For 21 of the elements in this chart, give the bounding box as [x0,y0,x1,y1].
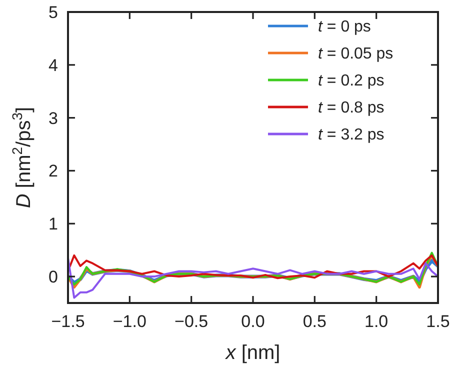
x-tick-label: −1.5 [51,312,85,331]
line-series [68,254,438,280]
y-tick-label: 5 [48,2,58,22]
legend-label: t = 0.2 ps [318,72,384,90]
y-tick-label: 4 [48,56,58,75]
x-tick-label: 0.5 [302,312,326,331]
legend-label: t = 3.2 ps [318,126,384,144]
x-tick-label: −0.5 [174,312,208,331]
y-tick-label: 1 [48,214,58,234]
x-tick-label: 0.0 [241,312,265,331]
x-tick-label: −1.0 [112,312,146,331]
x-tick-label: 1.5 [426,312,450,331]
x-axis-title: x [nm] [224,342,280,364]
legend-label: t = 0 ps [318,18,371,36]
legend-label: t = 0.8 ps [318,100,384,117]
y-tick-label: 3 [48,108,58,128]
x-tick-label: 1.0 [364,312,388,331]
y-tick-label: 2 [48,162,58,181]
line-series [68,257,438,299]
legend-label: t = 0.05 ps [318,46,394,63]
y-tick-label: 0 [48,267,58,286]
